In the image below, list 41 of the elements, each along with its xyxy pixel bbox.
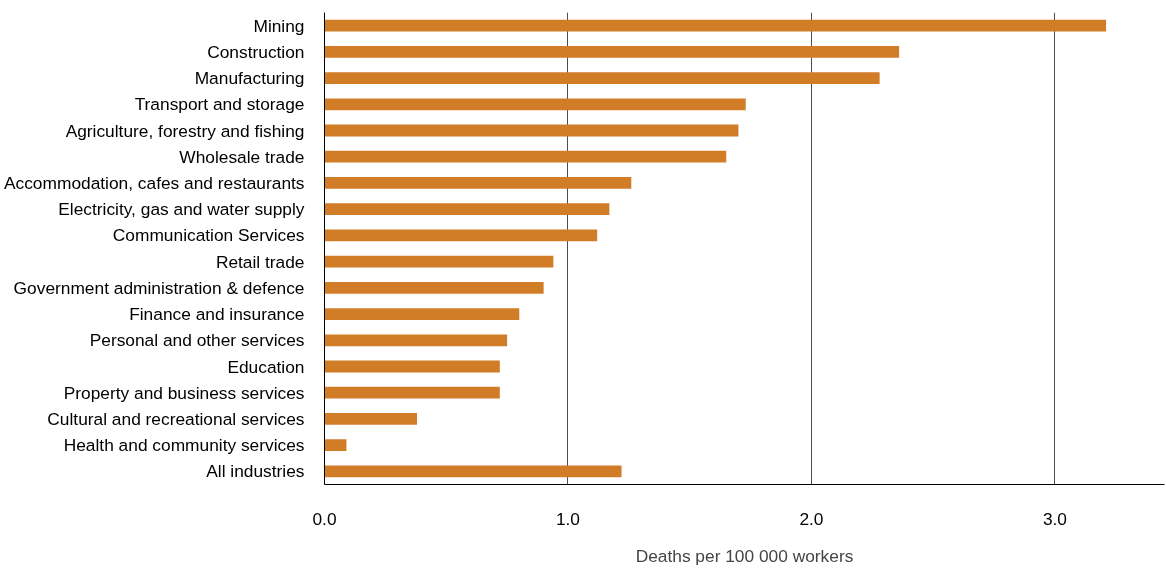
bar (324, 413, 418, 425)
y-tick-label: Finance and insurance (129, 304, 305, 325)
bar (324, 150, 727, 163)
bar (324, 203, 610, 216)
y-tick-label: Government administration & defence (13, 277, 305, 298)
y-tick-label: Construction (207, 41, 305, 62)
y-tick-label: Retail trade (215, 251, 305, 272)
bar (324, 72, 880, 84)
y-tick-label: Transport and storage (134, 94, 305, 115)
y-tick-label: Personal and other services (89, 330, 305, 351)
bar (324, 45, 900, 58)
bar (324, 177, 632, 189)
x-tick-label: 0.0 (312, 508, 337, 529)
bar (324, 281, 544, 294)
y-tick-label: Electricity, gas and water supply (58, 199, 305, 220)
y-tick-label: All industries (206, 461, 305, 482)
bar (324, 255, 554, 268)
y-tick-label: Manufacturing (194, 68, 305, 89)
bar (324, 98, 746, 111)
x-tick-label: 1.0 (555, 508, 581, 529)
y-tick-label: Wholesale trade (179, 146, 305, 167)
bar (324, 19, 1107, 32)
bar (324, 465, 622, 478)
y-tick-label: Cultural and recreational services (47, 408, 305, 429)
bar (324, 229, 598, 242)
y-tick-label: Health and community services (63, 435, 305, 456)
y-tick-label: Education (227, 356, 305, 377)
y-tick-label: Accommodation, cafes and restaurants (3, 172, 305, 193)
x-tick-label: 3.0 (1042, 508, 1067, 529)
x-axis-title: Deaths per 100 000 workers (635, 545, 854, 566)
y-tick-label: Property and business services (63, 382, 305, 403)
bar (324, 386, 500, 399)
bar (324, 124, 739, 137)
bar (324, 439, 347, 452)
x-tick-label: 2.0 (799, 508, 824, 529)
y-tick-label: Mining (253, 15, 305, 36)
bar (324, 360, 500, 373)
bar (324, 308, 520, 320)
y-tick-label: Communication Services (112, 225, 305, 246)
y-tick-label: Agriculture, forestry and fishing (65, 120, 305, 141)
bar (324, 334, 508, 347)
